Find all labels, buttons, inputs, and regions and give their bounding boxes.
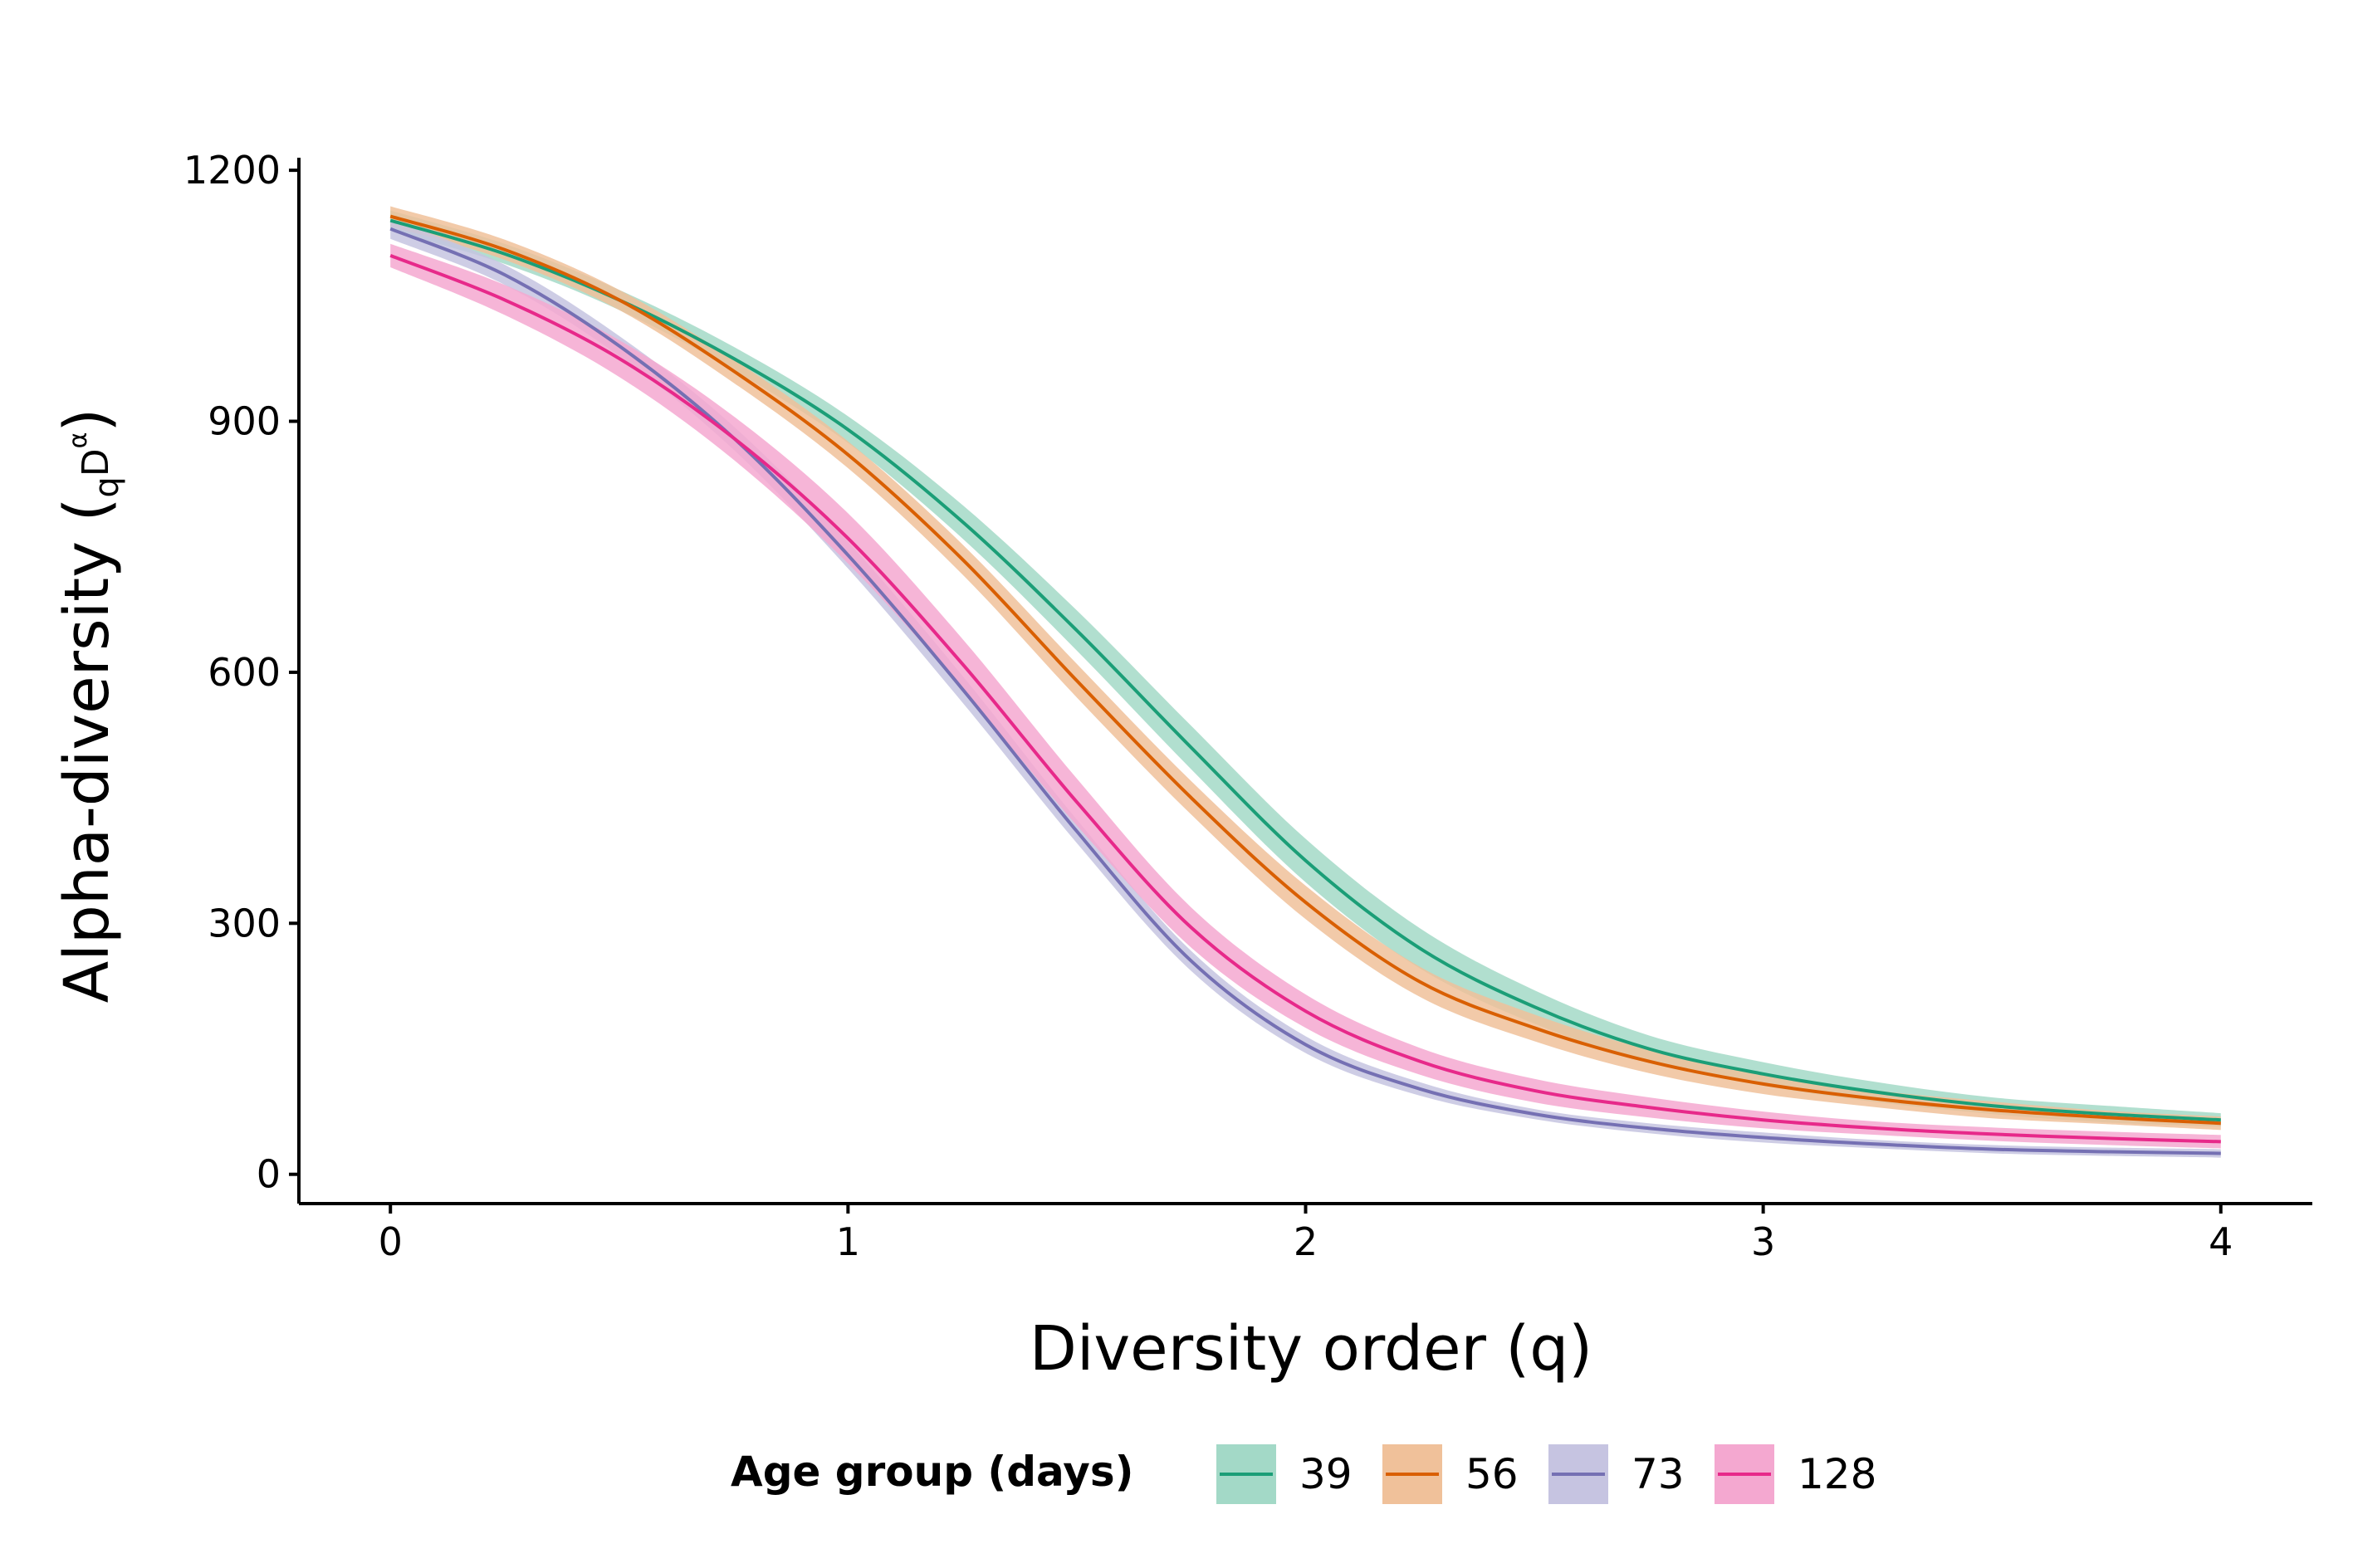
y-axis-title-main: Alpha-diversity ( xyxy=(51,498,123,1004)
axes: 0 300 600 900 1200 0 1 2 3 4 xyxy=(183,148,2312,1264)
band-series-73 xyxy=(390,218,2221,1158)
x-tick-label: 1 xyxy=(836,1219,860,1264)
y-tick-label: 600 xyxy=(208,650,281,695)
legend-label-39: 39 xyxy=(1299,1450,1353,1498)
y-tick-label: 300 xyxy=(208,901,281,945)
y-axis-title-close: ) xyxy=(51,408,123,432)
y-tick-label: 900 xyxy=(208,399,281,444)
legend-label-128: 128 xyxy=(1798,1450,1876,1498)
series-lines xyxy=(389,214,2221,1155)
x-axis-title: Diversity order (q) xyxy=(1030,1313,1592,1385)
legend-label-56: 56 xyxy=(1465,1450,1519,1498)
y-axis-title-sub: q xyxy=(88,476,126,497)
x-tick-label: 2 xyxy=(1294,1219,1318,1264)
line-series-56 xyxy=(389,214,2221,1126)
legend: Age group (days) 39 56 73 128 xyxy=(731,1444,1876,1504)
y-tick-label: 1200 xyxy=(183,148,281,193)
y-axis-title-sup: α xyxy=(64,432,93,449)
legend-items: 39 56 73 128 xyxy=(1216,1444,1876,1504)
y-axis-title: Alpha-diversity (qDα) xyxy=(51,408,126,1004)
legend-title: Age group (days) xyxy=(731,1448,1133,1496)
line-series-73 xyxy=(389,227,2221,1155)
y-tick-label: 0 xyxy=(257,1152,281,1197)
x-tick-label: 4 xyxy=(2209,1219,2233,1264)
y-axis-title-base: D xyxy=(75,448,117,476)
axis-titles: Diversity order (q) Alpha-diversity (qDα… xyxy=(51,408,1592,1385)
x-tick-label: 0 xyxy=(379,1219,403,1264)
line-series-39 xyxy=(389,218,2221,1122)
x-tick-label: 3 xyxy=(1751,1219,1775,1264)
legend-label-73: 73 xyxy=(1631,1450,1685,1498)
band-series-39 xyxy=(390,210,2221,1127)
line-series-128 xyxy=(389,254,2221,1144)
